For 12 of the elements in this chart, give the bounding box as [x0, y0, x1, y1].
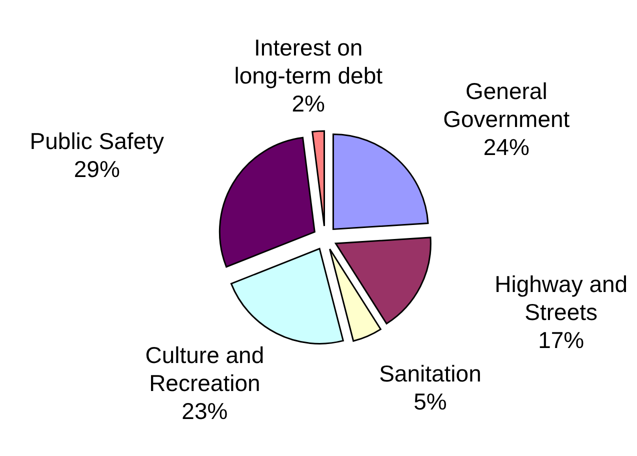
- slice-label: General Government: [443, 78, 570, 132]
- data-label: 29%: [74, 156, 120, 182]
- slice-label: Sanitation: [379, 360, 482, 387]
- data-label: 2%: [292, 90, 325, 116]
- slice-label: Interest on long-term debt: [234, 34, 384, 88]
- data-label: 24%: [483, 134, 530, 160]
- slice-label: Highway and Streets: [494, 271, 628, 325]
- data-label: 5%: [414, 388, 447, 415]
- slice-label: Public Safety: [30, 128, 165, 154]
- data-label: 17%: [538, 327, 584, 353]
- data-label: 23%: [182, 398, 228, 424]
- slice-label: Culture and Recreation: [145, 342, 264, 396]
